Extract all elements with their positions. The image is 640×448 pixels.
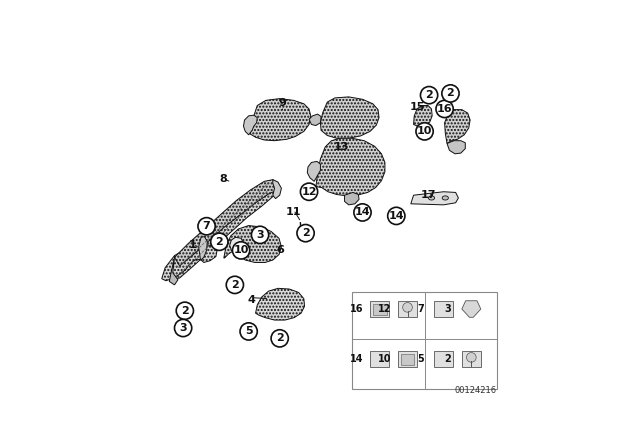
Polygon shape [170, 257, 178, 285]
Polygon shape [447, 141, 465, 154]
Polygon shape [249, 99, 311, 141]
Bar [373, 303, 387, 314]
Circle shape [211, 233, 228, 250]
Text: 2: 2 [181, 306, 189, 316]
Bar [371, 301, 389, 317]
Bar [352, 292, 497, 389]
Polygon shape [224, 225, 282, 263]
Text: 14: 14 [350, 354, 364, 364]
Polygon shape [255, 289, 305, 320]
Text: 8: 8 [219, 174, 227, 184]
Text: 3: 3 [179, 323, 187, 333]
Text: 2: 2 [301, 228, 310, 238]
Polygon shape [344, 193, 359, 205]
Text: 10: 10 [417, 126, 432, 136]
Bar [398, 301, 417, 317]
Polygon shape [462, 301, 481, 317]
Circle shape [403, 302, 412, 312]
Polygon shape [175, 180, 278, 266]
Text: 11: 11 [285, 207, 301, 217]
Circle shape [436, 100, 453, 117]
Circle shape [467, 353, 476, 362]
Circle shape [176, 302, 193, 319]
Polygon shape [230, 237, 243, 251]
Text: 3: 3 [445, 304, 451, 314]
Text: 13: 13 [334, 142, 349, 152]
Circle shape [416, 123, 433, 140]
Circle shape [232, 242, 250, 259]
Text: 2: 2 [445, 354, 451, 364]
Bar [435, 301, 453, 317]
Text: 7: 7 [417, 304, 424, 314]
Ellipse shape [428, 196, 435, 200]
Text: 9: 9 [278, 98, 287, 108]
Polygon shape [243, 115, 257, 135]
Text: 2: 2 [276, 333, 284, 343]
Text: 4: 4 [248, 295, 255, 306]
Circle shape [297, 224, 314, 242]
Text: 16: 16 [350, 304, 364, 314]
Circle shape [252, 226, 269, 244]
Bar [398, 351, 417, 367]
Bar [401, 353, 414, 365]
Polygon shape [321, 97, 379, 138]
Text: 7: 7 [203, 221, 211, 231]
Polygon shape [445, 110, 470, 143]
Circle shape [198, 218, 215, 235]
Polygon shape [162, 244, 217, 281]
Polygon shape [171, 185, 275, 280]
Circle shape [300, 183, 317, 200]
Text: 2: 2 [231, 280, 239, 290]
Circle shape [226, 276, 243, 293]
Text: 10: 10 [378, 354, 391, 364]
Circle shape [388, 207, 405, 224]
Polygon shape [413, 106, 432, 126]
Text: 3: 3 [256, 230, 264, 240]
Circle shape [175, 319, 192, 336]
Text: 17: 17 [420, 190, 436, 200]
Bar [435, 351, 453, 367]
Text: 15: 15 [410, 102, 426, 112]
Text: 12: 12 [378, 304, 391, 314]
Circle shape [420, 86, 438, 104]
Circle shape [240, 323, 257, 340]
Circle shape [442, 85, 459, 102]
Text: 6: 6 [276, 246, 284, 255]
Text: 12: 12 [301, 187, 317, 197]
Polygon shape [198, 237, 207, 260]
Text: 10: 10 [234, 246, 249, 255]
Polygon shape [309, 114, 321, 125]
Bar [462, 351, 481, 367]
Circle shape [271, 330, 289, 347]
Text: 16: 16 [436, 104, 452, 114]
Text: 5: 5 [245, 327, 252, 336]
Text: 1: 1 [189, 240, 196, 250]
Text: 5: 5 [417, 354, 424, 364]
Bar [371, 351, 389, 367]
Circle shape [354, 204, 371, 221]
Text: 2: 2 [425, 90, 433, 100]
Polygon shape [273, 180, 282, 198]
Text: 2: 2 [216, 237, 223, 247]
Polygon shape [411, 192, 458, 205]
Polygon shape [316, 138, 385, 196]
Text: 14: 14 [388, 211, 404, 221]
Polygon shape [307, 161, 321, 181]
Text: 2: 2 [447, 88, 454, 99]
Text: 14: 14 [355, 207, 371, 217]
Ellipse shape [442, 196, 449, 200]
Text: 00124216: 00124216 [454, 386, 497, 395]
